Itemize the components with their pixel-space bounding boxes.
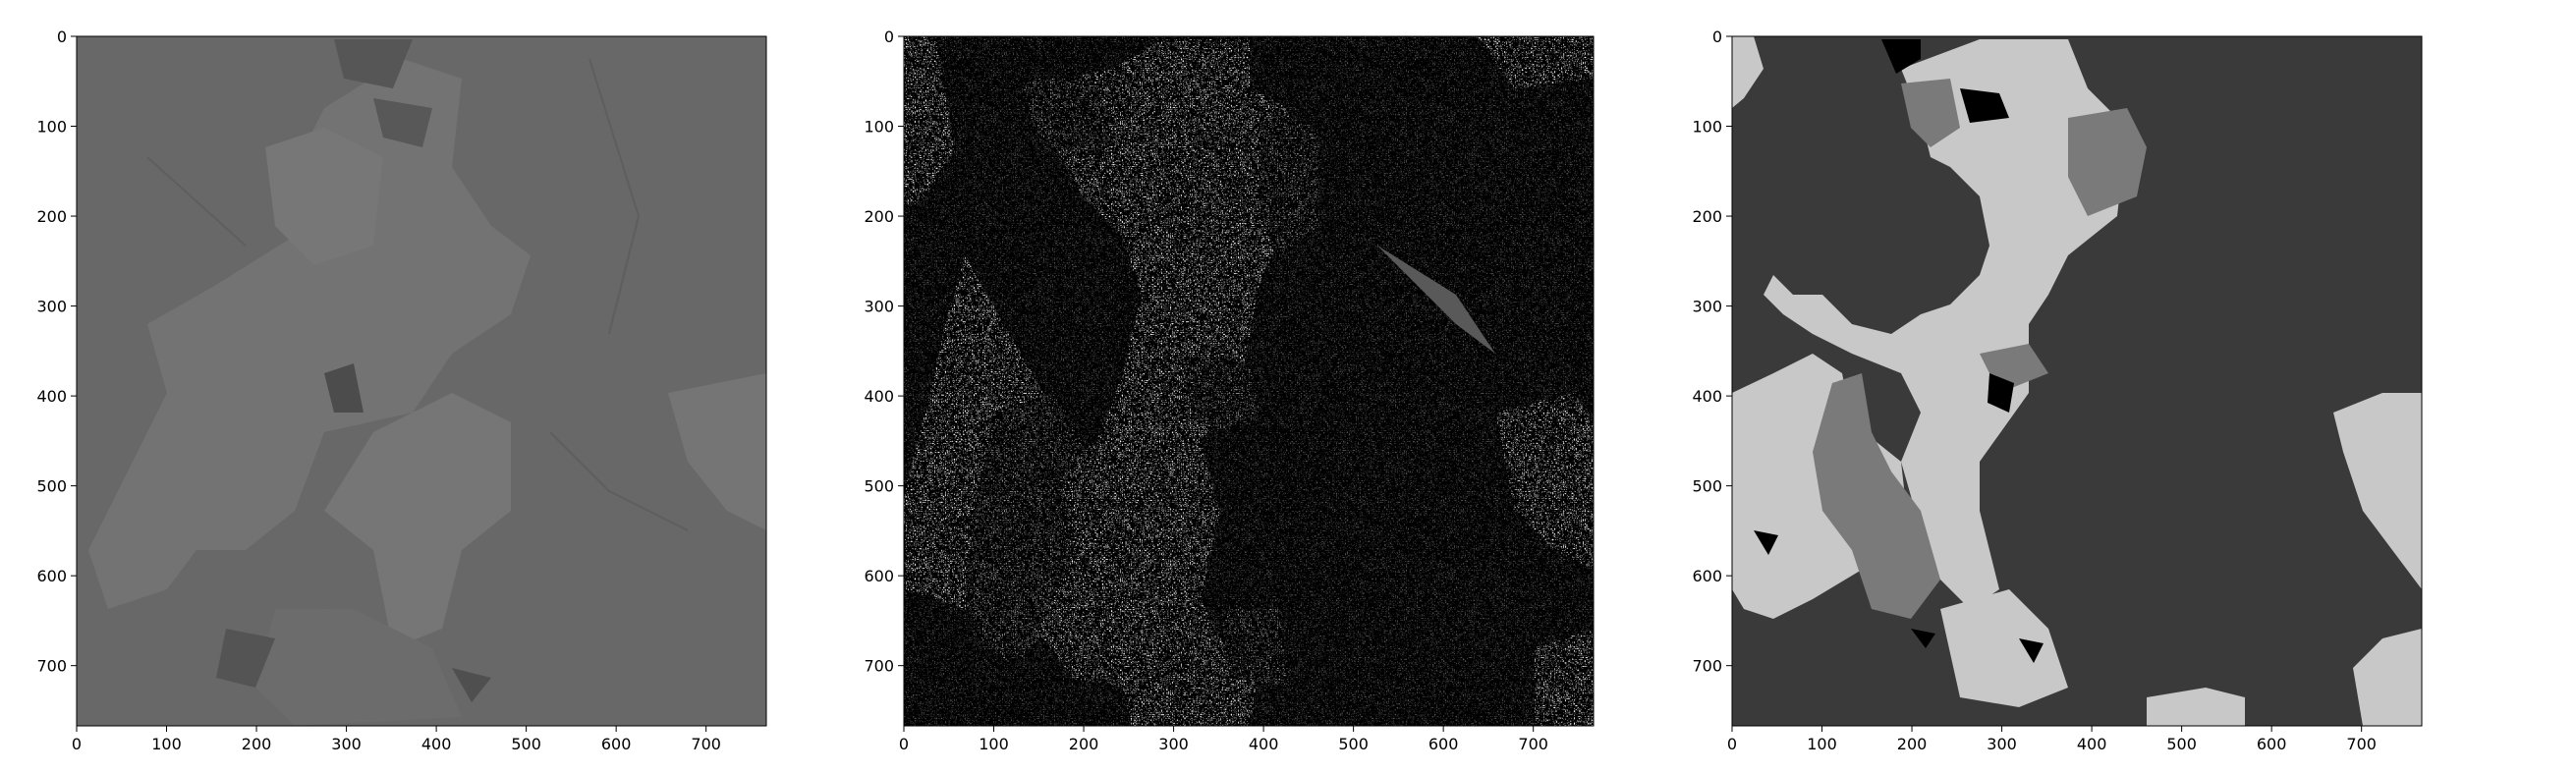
x-tick-label: 600 bbox=[1428, 735, 1459, 753]
axes-frame bbox=[903, 35, 1595, 727]
axes-smoothed-segmentation: 0 100 200 300 400 500 600 700 0 100 200 300 400 500 6… bbox=[1692, 28, 2423, 753]
y-tick-label: 700 bbox=[1692, 657, 1722, 676]
x-tick-label: 300 bbox=[1987, 735, 2017, 753]
y-ticks: 0 100 200 300 400 500 600 700 bbox=[36, 28, 77, 676]
axes-frame bbox=[76, 35, 767, 727]
x-tick-label: 100 bbox=[151, 735, 182, 753]
x-tick-label: 700 bbox=[691, 735, 721, 753]
x-ticks: 0 100 200 300 400 500 600 700 bbox=[72, 726, 721, 753]
x-tick-label: 200 bbox=[1897, 735, 1928, 753]
x-tick-label: 300 bbox=[1158, 735, 1189, 753]
x-tick-label: 700 bbox=[1518, 735, 1548, 753]
x-tick-label: 400 bbox=[1249, 735, 1279, 753]
axes-pixel-classification: 0 100 200 300 400 500 600 700 0 100 200 300 400 500 6… bbox=[864, 28, 1595, 753]
x-tick-label: 0 bbox=[72, 735, 82, 753]
x-tick-label: 500 bbox=[1338, 735, 1369, 753]
axes-original: 0 100 200 300 400 500 600 700 0 100 200 300 400 500 6… bbox=[36, 28, 767, 753]
y-tick-label: 200 bbox=[1692, 207, 1722, 226]
x-ticks: 0 100 200 300 400 500 600 700 bbox=[1727, 726, 2377, 753]
y-tick-label: 500 bbox=[36, 477, 67, 496]
image-pixel-classification bbox=[904, 36, 1594, 726]
y-tick-label: 300 bbox=[36, 298, 67, 316]
y-tick-label: 500 bbox=[864, 477, 894, 496]
panel-original: 0 100 200 300 400 500 600 700 0 100 200 300 400 500 6… bbox=[0, 0, 806, 774]
y-tick-label: 400 bbox=[36, 387, 67, 406]
y-tick-label: 0 bbox=[884, 28, 894, 46]
y-tick-label: 400 bbox=[864, 387, 894, 406]
x-tick-label: 0 bbox=[1727, 735, 1737, 753]
panel-pixel-classification: 0 100 200 300 400 500 600 700 0 100 200 300 400 500 6… bbox=[827, 0, 1633, 774]
y-tick-label: 400 bbox=[1692, 387, 1722, 406]
y-tick-label: 600 bbox=[864, 567, 894, 585]
y-tick-label: 700 bbox=[864, 657, 894, 676]
x-tick-label: 600 bbox=[601, 735, 632, 753]
y-tick-label: 700 bbox=[36, 657, 67, 676]
y-tick-label: 100 bbox=[864, 118, 894, 137]
y-tick-label: 100 bbox=[1692, 118, 1722, 137]
x-tick-label: 0 bbox=[899, 735, 909, 753]
y-tick-label: 200 bbox=[36, 207, 67, 226]
y-tick-label: 0 bbox=[57, 28, 67, 46]
image-original bbox=[77, 36, 766, 726]
y-tick-label: 100 bbox=[36, 118, 67, 137]
y-tick-label: 600 bbox=[36, 567, 67, 585]
y-tick-label: 200 bbox=[864, 207, 894, 226]
x-tick-label: 400 bbox=[2077, 735, 2107, 753]
y-tick-label: 0 bbox=[1712, 28, 1722, 46]
x-tick-label: 500 bbox=[2166, 735, 2197, 753]
x-tick-label: 200 bbox=[1069, 735, 1099, 753]
x-tick-label: 300 bbox=[331, 735, 362, 753]
y-tick-label: 600 bbox=[1692, 567, 1722, 585]
x-tick-label: 200 bbox=[242, 735, 272, 753]
x-tick-label: 600 bbox=[2257, 735, 2287, 753]
y-tick-label: 300 bbox=[864, 298, 894, 316]
x-tick-label: 500 bbox=[511, 735, 541, 753]
axes-frame bbox=[1731, 35, 2423, 727]
x-ticks: 0 100 200 300 400 500 600 700 bbox=[899, 726, 1548, 753]
y-tick-label: 500 bbox=[1692, 477, 1722, 496]
x-tick-label: 100 bbox=[979, 735, 1009, 753]
y-ticks: 0 100 200 300 400 500 600 700 bbox=[1692, 28, 1732, 676]
x-tick-label: 100 bbox=[1807, 735, 1837, 753]
panel-smoothed-segmentation: 0 100 200 300 400 500 600 700 0 100 200 300 400 500 6… bbox=[1655, 0, 2461, 774]
x-tick-label: 700 bbox=[2346, 735, 2377, 753]
x-tick-label: 400 bbox=[421, 735, 452, 753]
y-tick-label: 300 bbox=[1692, 298, 1722, 316]
y-ticks: 0 100 200 300 400 500 600 700 bbox=[864, 28, 904, 676]
image-smoothed-segmentation bbox=[1732, 36, 2422, 726]
